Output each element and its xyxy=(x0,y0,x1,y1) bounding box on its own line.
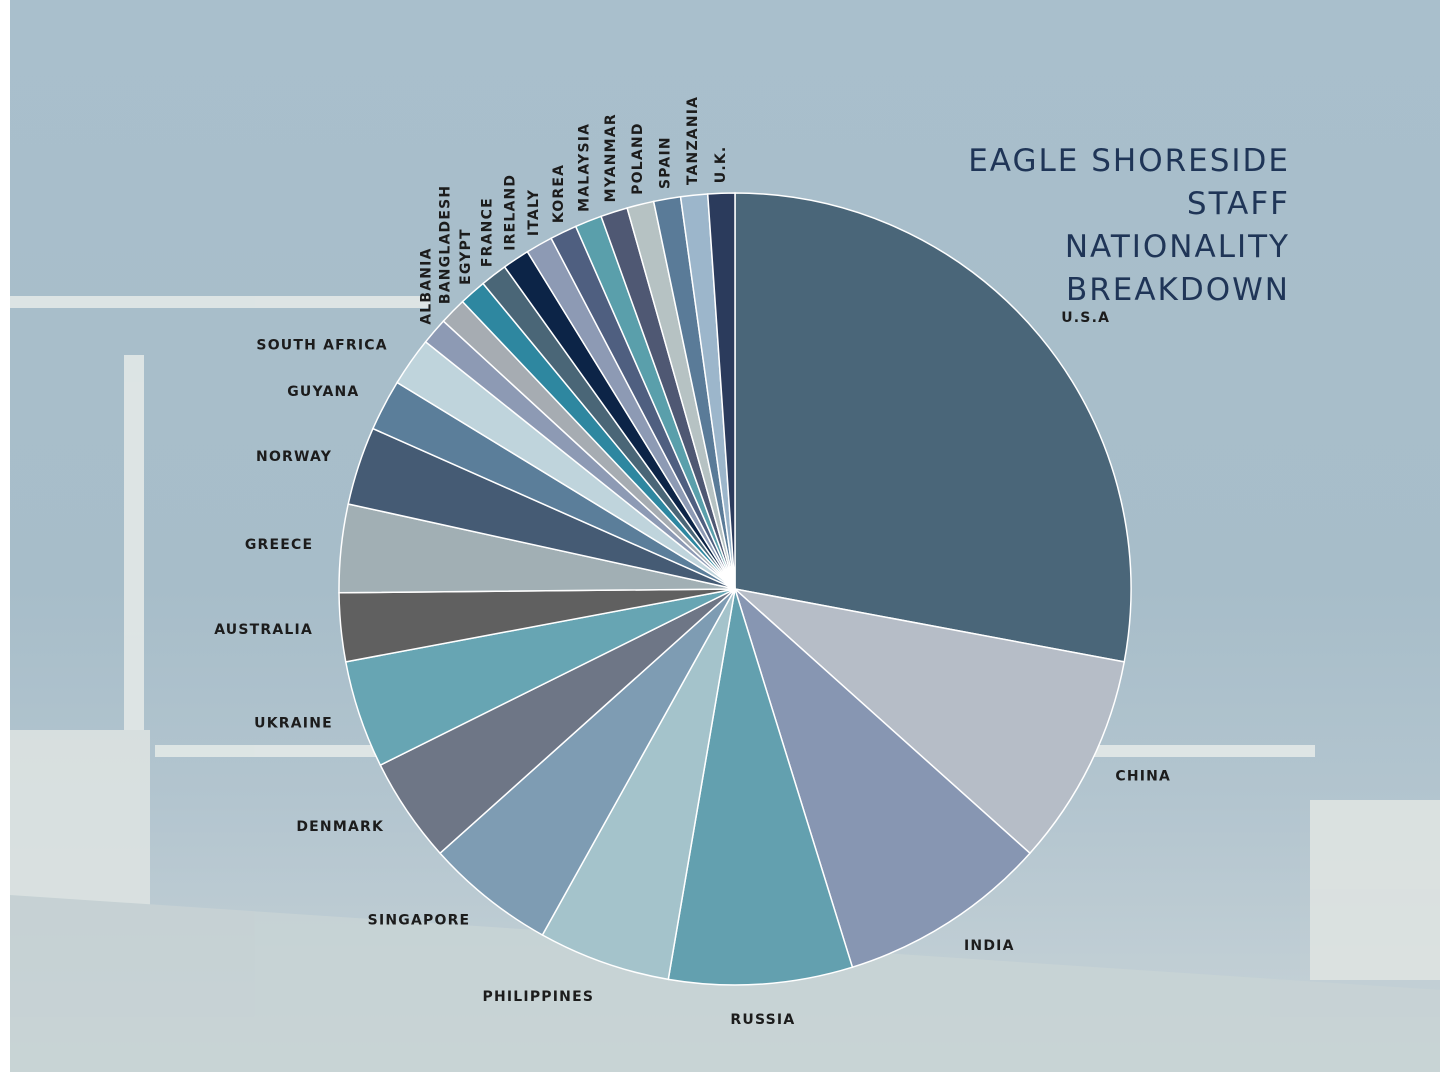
slice-label: NORWAY xyxy=(256,449,332,465)
slice-label: PHILIPPINES xyxy=(483,989,595,1005)
slice-label: ITALY xyxy=(526,189,542,236)
deck-panel xyxy=(1310,800,1440,980)
slice-label: U.K. xyxy=(713,146,729,184)
chart-title: EAGLE SHORESIDE STAFF NATIONALITY BREAKD… xyxy=(960,140,1290,312)
slice-label: GREECE xyxy=(245,537,313,553)
page: U.S.A CHINA INDIA RUSSIA PHILIPPINES SINGAPOR… xyxy=(0,0,1440,1072)
slice-label: GUYANA xyxy=(287,384,359,400)
slice-label: AUSTRALIA xyxy=(214,622,313,638)
slice-label: UKRAINE xyxy=(254,716,333,732)
slice-label: BANGLADESH xyxy=(438,185,454,304)
rail xyxy=(10,296,430,308)
slice-label: KOREA xyxy=(551,164,567,223)
slice-label: TANZANIA xyxy=(685,96,701,185)
slice-label: FRANCE xyxy=(480,197,496,267)
slice-label: ALBANIA xyxy=(419,247,435,324)
slice-label: RUSSIA xyxy=(730,1012,795,1028)
slice-label: SOUTH AFRICA xyxy=(256,338,387,354)
slice-label: INDIA xyxy=(964,938,1015,954)
slice-label: MYANMAR xyxy=(603,113,619,202)
slice-label: IRELAND xyxy=(502,174,518,251)
slice-label: DENMARK xyxy=(296,819,384,835)
slice-label: EGYPT xyxy=(458,228,474,285)
slice-label: CHINA xyxy=(1115,768,1171,784)
deck-panel xyxy=(10,730,150,910)
slice-label: POLAND xyxy=(630,122,646,194)
slice-label: U.S.A xyxy=(1061,310,1110,326)
slice-label: SPAIN xyxy=(657,136,673,189)
slice-label: SINGAPORE xyxy=(368,912,471,928)
slice-label: MALAYSIA xyxy=(577,123,593,212)
